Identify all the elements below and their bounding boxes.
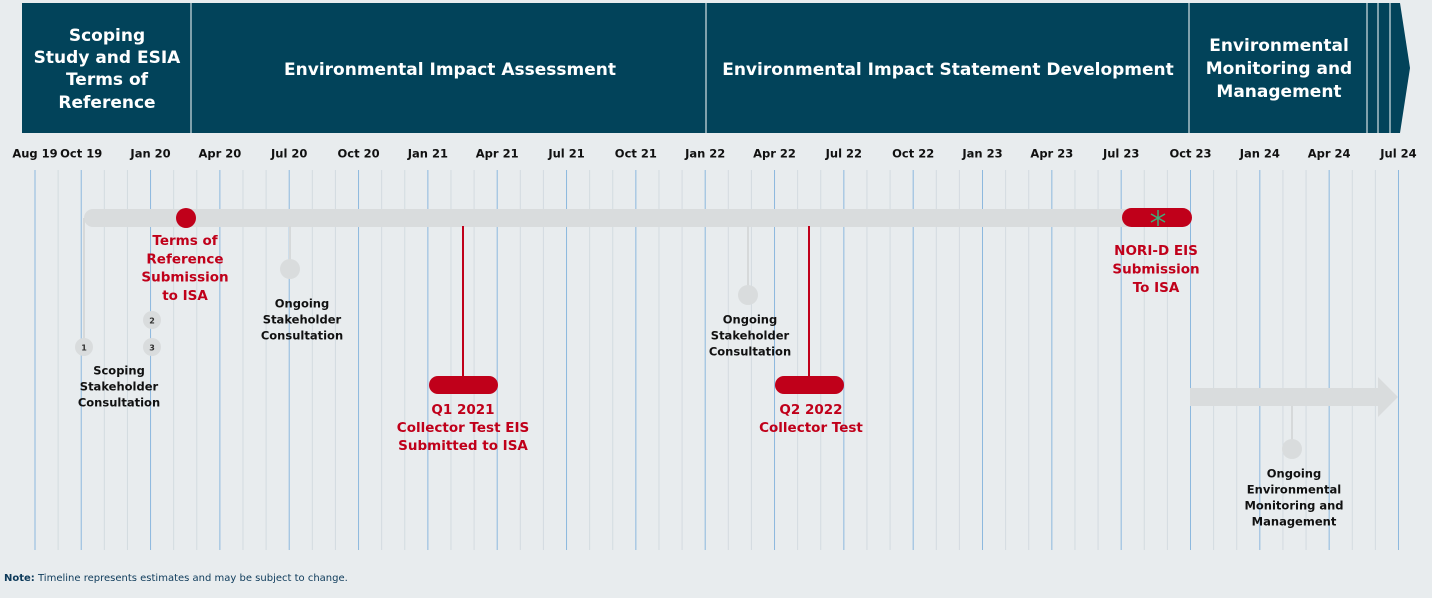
marker [738, 285, 758, 305]
event-label: to ISA [162, 288, 208, 304]
phase-title: Environmental Impact Statement Developme… [722, 60, 1174, 80]
tick-label: Jan 20 [129, 147, 170, 161]
phase-title: Environmental Impact Assessment [284, 60, 616, 80]
tick-label: Jul 23 [1102, 147, 1139, 161]
phase-title: Monitoring and [1206, 59, 1352, 79]
phase-title: Environmental [1209, 36, 1349, 56]
event-label: Stakeholder [263, 313, 342, 327]
event-label: Submission [141, 270, 228, 286]
tick-label: Jan 22 [684, 147, 725, 161]
phase-title: Reference [58, 93, 155, 113]
tick-label: Jul 24 [1379, 147, 1416, 161]
event-label: Scoping [93, 364, 145, 378]
tick-label: Jul 20 [270, 147, 307, 161]
star [1150, 210, 1166, 226]
milestone-pill [775, 376, 844, 394]
tick-label: Oct 22 [892, 147, 934, 161]
event-label: Consultation [709, 345, 791, 359]
tick-label: Jan 24 [1239, 147, 1280, 161]
tick-label: Jan 23 [961, 147, 1002, 161]
event-label: Consultation [78, 396, 160, 410]
event-label: Consultation [261, 329, 343, 343]
phase-title: Terms of [66, 70, 149, 90]
tick-label: Apr 22 [753, 147, 796, 161]
event-label: Collector Test EIS [397, 420, 529, 436]
event-label: Stakeholder [80, 380, 159, 394]
phase-band [22, 3, 1410, 133]
phase-title: Management [1216, 82, 1341, 102]
event-label: To ISA [1133, 280, 1180, 296]
note: Note: Timeline represents estimates and … [4, 573, 348, 584]
event-label: NORI-D EIS [1114, 243, 1198, 259]
grid [34, 170, 1399, 550]
note-label: Note: [4, 573, 35, 584]
event-label: Stakeholder [711, 329, 790, 343]
future-arrow [1190, 377, 1398, 417]
marker [143, 338, 161, 356]
milestone-dot [176, 208, 196, 228]
tick-label: Oct 21 [615, 147, 657, 161]
marker-number: 1 [81, 344, 87, 353]
marker-number: 2 [149, 317, 155, 326]
note-text: Timeline represents estimates and may be… [37, 573, 348, 584]
marker [280, 259, 300, 279]
event-label: Environmental [1247, 483, 1341, 497]
tick-label: Oct 19 [60, 147, 102, 161]
event-label: Q1 2021 [431, 402, 494, 418]
marker [75, 338, 93, 356]
milestone-pill [429, 376, 498, 394]
marker [143, 311, 161, 329]
tick-label: Oct 20 [337, 147, 379, 161]
phase-title: Scoping [69, 26, 145, 46]
tick-label: Aug 19 [12, 147, 57, 161]
event-label: Q2 2022 [779, 402, 842, 418]
tick-label: Jul 21 [547, 147, 584, 161]
main-bar [84, 209, 1190, 227]
event-label: Ongoing [723, 313, 777, 327]
tick-label: Apr 20 [198, 147, 241, 161]
tick-label: Apr 24 [1308, 147, 1351, 161]
event-marks: 1 2 3 [75, 208, 1302, 459]
event-label: Ongoing [275, 297, 329, 311]
event-label: Management [1252, 515, 1337, 529]
tick-label: Apr 23 [1030, 147, 1073, 161]
tick-label: Apr 21 [476, 147, 519, 161]
event-label: Ongoing [1267, 467, 1321, 481]
event-label: Collector Test [759, 420, 863, 436]
tick-label: Jul 22 [825, 147, 862, 161]
marker-number: 3 [149, 344, 155, 353]
tick-label: Oct 23 [1169, 147, 1211, 161]
phase-title: Study and ESIA [34, 48, 181, 68]
event-label: Terms of [152, 233, 217, 249]
phase-dividers [190, 3, 1391, 133]
event-label: Monitoring and [1244, 499, 1343, 513]
event-label: Reference [146, 251, 223, 267]
marker [1282, 439, 1302, 459]
event-label: Submitted to ISA [398, 438, 528, 454]
tick-label: Jan 21 [407, 147, 448, 161]
event-label: Submission [1112, 262, 1199, 278]
